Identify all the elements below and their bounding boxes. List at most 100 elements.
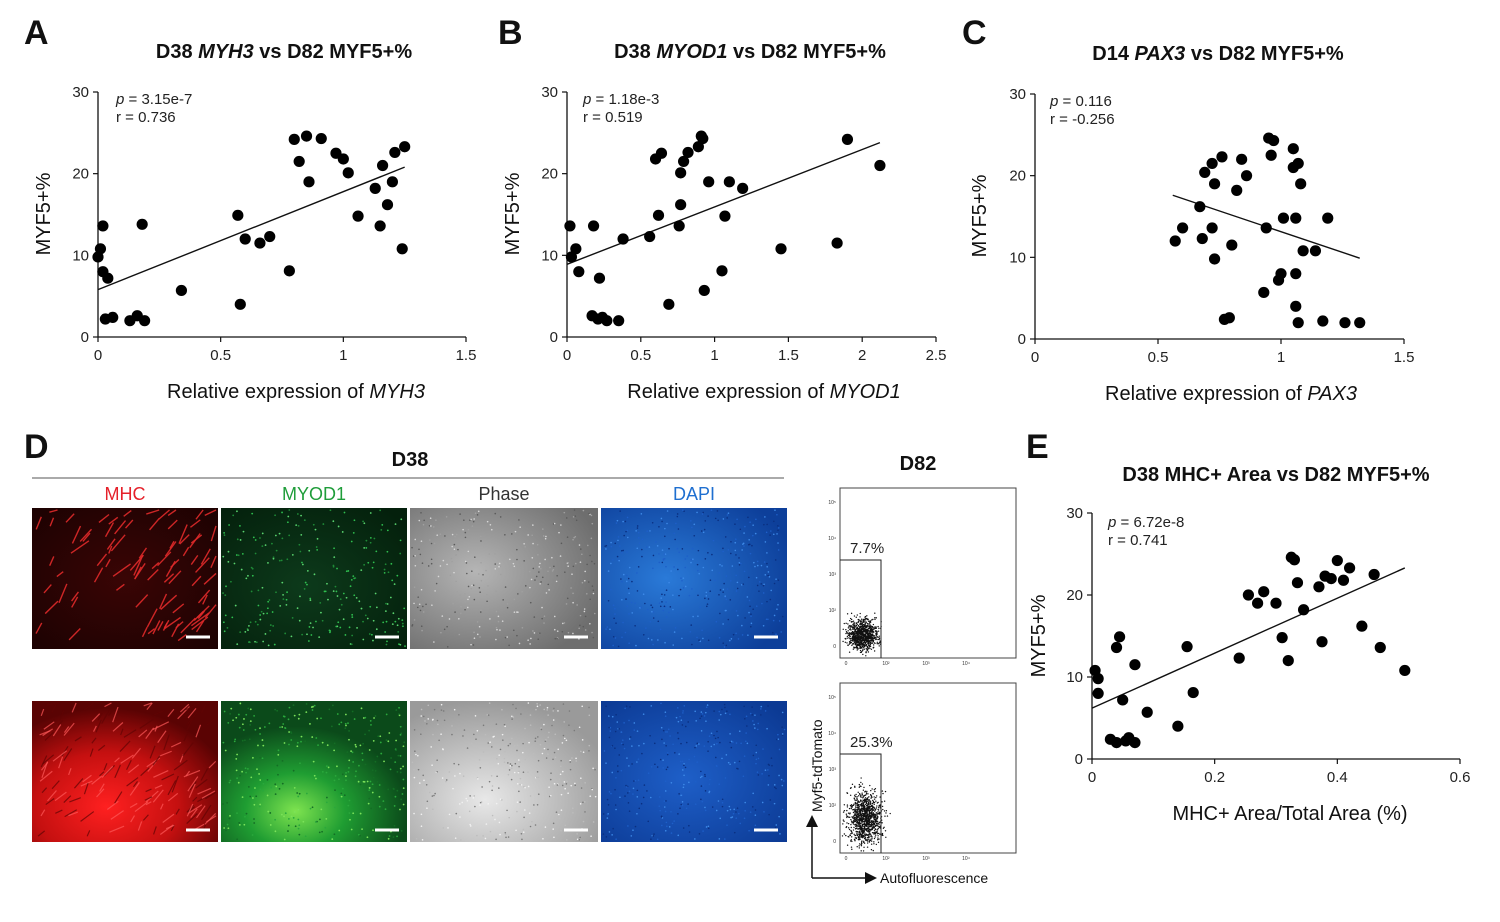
nucleus — [560, 524, 562, 526]
data-point — [1292, 157, 1304, 170]
nucleus — [315, 737, 318, 739]
nucleus — [247, 785, 250, 788]
data-point — [1169, 235, 1181, 247]
nucleus — [241, 796, 244, 799]
nucleus — [350, 750, 352, 753]
nucleus — [313, 774, 316, 777]
nucleus — [336, 595, 339, 597]
nucleus — [724, 777, 727, 779]
nucleus — [683, 764, 685, 767]
nucleus — [615, 776, 617, 779]
nucleus — [537, 736, 539, 738]
nucleus — [626, 551, 628, 553]
nucleus — [665, 565, 667, 568]
nucleus — [582, 801, 584, 804]
data-point — [352, 210, 364, 222]
nucleus — [584, 615, 587, 618]
nucleus — [386, 529, 389, 532]
nucleus — [558, 813, 560, 816]
flow-event — [854, 820, 856, 823]
y-tick-label: 30 — [541, 84, 558, 101]
nucleus — [729, 733, 731, 735]
nucleus — [754, 565, 756, 568]
nucleus — [285, 778, 288, 781]
nucleus — [393, 583, 396, 585]
flow-x-tick: 10² — [882, 661, 890, 667]
nucleus — [652, 643, 654, 646]
mhc-fiber — [170, 558, 180, 568]
nucleus — [678, 594, 680, 597]
nucleus — [608, 736, 611, 739]
flow-event — [860, 785, 862, 788]
nucleus — [672, 608, 674, 611]
nucleus — [372, 619, 375, 622]
nucleus — [516, 782, 519, 785]
phase-texture-top — [411, 509, 596, 648]
nucleus — [778, 774, 780, 777]
nucleus — [517, 759, 520, 761]
nucleus — [730, 552, 732, 555]
nucleus — [474, 715, 477, 717]
nucleus — [290, 635, 293, 638]
nucleus — [480, 540, 482, 542]
nucleus — [660, 597, 662, 599]
data-point — [102, 272, 114, 284]
mhc-fiber — [171, 775, 179, 793]
data-point — [617, 233, 629, 245]
nucleus — [698, 743, 700, 745]
flow-event — [863, 799, 866, 801]
nucleus — [767, 763, 770, 766]
mhc-fiber — [112, 706, 119, 723]
nucleus — [283, 742, 286, 744]
nucleus — [400, 830, 403, 832]
nucleus — [229, 814, 231, 817]
flow-event — [871, 619, 873, 621]
nucleus — [589, 598, 591, 601]
nucleus — [534, 737, 537, 740]
nucleus — [355, 770, 357, 773]
nucleus — [451, 725, 453, 727]
flow-event — [859, 619, 861, 622]
nucleus — [636, 789, 639, 792]
nucleus — [504, 831, 507, 834]
mhc-fiber — [190, 808, 198, 818]
flow-event — [863, 786, 865, 789]
nucleus — [345, 772, 347, 774]
nucleus — [542, 528, 544, 530]
mhc-fiber — [82, 532, 91, 542]
nucleus — [288, 706, 291, 709]
nucleus — [729, 599, 732, 601]
nucleus — [383, 760, 385, 763]
nucleus — [348, 766, 350, 769]
nucleus — [372, 639, 374, 642]
flow-event — [858, 812, 861, 814]
nucleus — [704, 520, 707, 522]
flow-x-tick: 10³ — [922, 856, 930, 862]
nucleus — [459, 513, 461, 515]
nucleus — [739, 822, 742, 825]
nucleus — [776, 608, 778, 610]
nucleus — [661, 824, 663, 827]
nucleus — [774, 509, 776, 511]
nucleus — [343, 794, 346, 797]
data-point — [293, 155, 305, 168]
nucleus — [744, 801, 746, 804]
nucleus — [611, 834, 613, 836]
nucleus — [473, 631, 475, 634]
nucleus — [686, 555, 689, 557]
nucleus — [245, 812, 248, 815]
flow-event — [854, 837, 857, 839]
r-value-label: r = 0.741 — [1108, 532, 1168, 549]
nucleus — [291, 777, 294, 780]
nucleus — [276, 709, 279, 712]
nucleus — [616, 555, 619, 558]
nucleus — [626, 757, 628, 759]
nucleus — [614, 804, 617, 806]
nucleus — [264, 633, 267, 635]
nucleus — [497, 615, 500, 618]
nucleus — [700, 711, 703, 713]
flow-event — [852, 620, 855, 622]
nucleus — [751, 544, 753, 547]
mhc-fiber — [171, 623, 180, 638]
nucleus — [584, 570, 586, 573]
